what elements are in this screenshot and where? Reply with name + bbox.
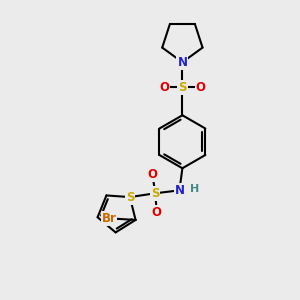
Text: N: N (174, 184, 184, 197)
Text: S: S (126, 190, 134, 204)
Text: S: S (151, 187, 160, 200)
Text: S: S (178, 81, 187, 94)
Text: O: O (196, 81, 206, 94)
Text: Br: Br (102, 212, 116, 225)
Text: O: O (159, 81, 169, 94)
Text: O: O (147, 168, 158, 181)
Text: H: H (190, 184, 200, 194)
Text: N: N (177, 56, 188, 69)
Text: O: O (152, 206, 162, 219)
